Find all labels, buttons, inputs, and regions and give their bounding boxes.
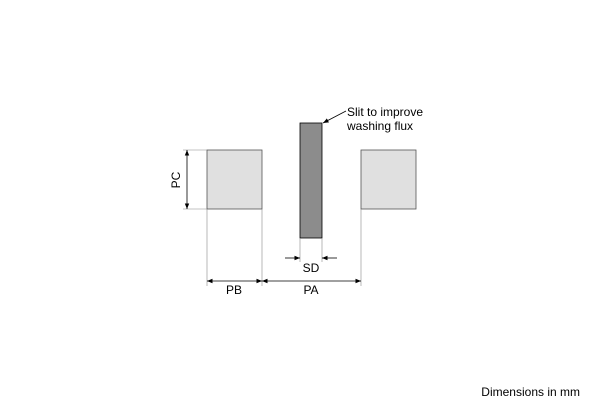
annotation-line: washing flux [346,119,413,133]
right-pad [360,149,417,210]
slit [299,122,323,239]
pa-label: PA [303,283,318,297]
sd-label: SD [303,261,320,275]
pb-label: PB [226,283,242,297]
leader-line [322,110,347,124]
pc-label: PC [169,171,183,188]
annotation-line: Slit to improve [347,105,423,119]
footer: Dimensions in mm [481,385,580,399]
left-pad [206,149,263,210]
